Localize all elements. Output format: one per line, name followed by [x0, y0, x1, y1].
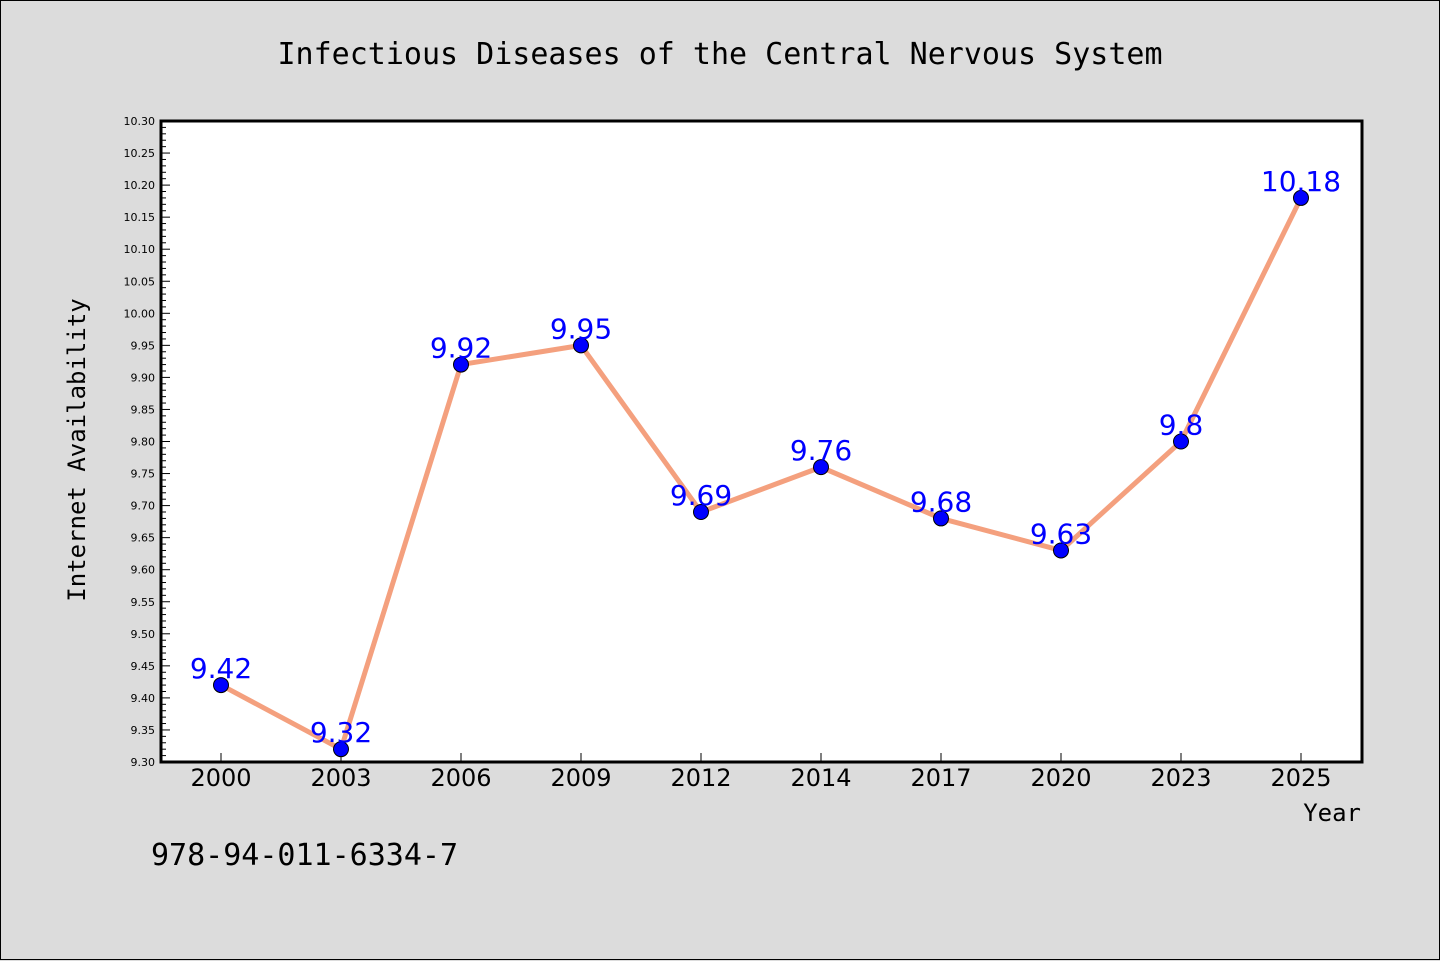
data-label: 9.68 [910, 485, 972, 518]
y-tick-label: 9.45 [131, 660, 156, 673]
data-point [1053, 542, 1069, 559]
series-layer: 9.42 9.32 9.92 9.95 9.69 9.76 9.68 9.63 9.8 10.18 [190, 165, 1341, 758]
y-tick-label: 10.10 [124, 243, 156, 256]
x-axis-title: Year [1303, 799, 1361, 827]
isbn-annotation: 978-94-011-6334-7 [151, 838, 458, 873]
data-point [1173, 433, 1189, 450]
data-label: 9.69 [670, 479, 732, 512]
y-tick-label: 10.00 [124, 307, 156, 320]
y-tick-label: 9.85 [131, 403, 156, 416]
series-line [218, 195, 1304, 752]
data-point [453, 356, 469, 373]
y-tick-label: 9.95 [131, 339, 156, 352]
y-tick-label: 9.75 [131, 468, 156, 481]
y-tick-label: 9.50 [131, 628, 156, 641]
data-point [1293, 189, 1309, 206]
y-axis-title: Internet Availability [63, 298, 91, 601]
y-axis: 9.30 9.35 9.40 9.45 9.50 9.55 9.60 9.65 9.70 9.75… [124, 115, 170, 769]
x-tick-label: 2000 [190, 764, 251, 792]
x-tick-label: 2014 [790, 764, 851, 792]
data-point [573, 337, 589, 354]
data-label: 10.18 [1261, 165, 1341, 198]
x-tick-label: 2003 [310, 764, 371, 792]
data-point [813, 459, 829, 476]
y-tick-label: 9.35 [131, 724, 156, 737]
x-tick-label: 2020 [1030, 764, 1091, 792]
y-tick-label: 9.90 [131, 371, 156, 384]
y-tick-label: 9.40 [131, 692, 156, 705]
data-point [693, 504, 709, 521]
data-label: 9.92 [430, 332, 492, 365]
y-tick-label: 10.25 [124, 147, 156, 160]
x-tick-label: 2006 [430, 764, 491, 792]
data-point [333, 741, 349, 758]
plot-area [159, 119, 1364, 764]
data-label: 9.76 [790, 434, 852, 467]
y-tick-label: 10.15 [124, 211, 156, 224]
y-tick-label: 9.60 [131, 564, 156, 577]
data-point [933, 510, 949, 527]
data-label: 9.42 [190, 652, 252, 685]
data-label: 9.95 [550, 312, 612, 345]
data-label: 9.32 [310, 716, 372, 749]
y-tick-label: 9.80 [131, 436, 156, 449]
y-tick-label: 9.55 [131, 596, 156, 609]
y-tick-label: 10.05 [124, 275, 156, 288]
x-tick-label: 2023 [1150, 764, 1211, 792]
x-axis: 2000 2003 2006 2009 2012 2014 2017 2020 2023 2025 [190, 753, 1332, 792]
y-tick-label: 9.70 [131, 500, 156, 513]
data-label: 9.63 [1030, 517, 1092, 550]
data-point [213, 677, 229, 694]
x-tick-label: 2009 [550, 764, 611, 792]
chart-title: Infectious Diseases of the Central Nervo… [277, 37, 1162, 72]
y-tick-label: 10.30 [124, 115, 156, 128]
x-tick-label: 2017 [910, 764, 971, 792]
data-label: 9.8 [1159, 409, 1204, 442]
y-tick-label: 10.20 [124, 179, 156, 192]
y-tick-label: 9.30 [131, 756, 156, 769]
x-tick-label: 2012 [670, 764, 731, 792]
x-tick-label: 2025 [1270, 764, 1331, 792]
y-tick-label: 9.65 [131, 532, 156, 545]
